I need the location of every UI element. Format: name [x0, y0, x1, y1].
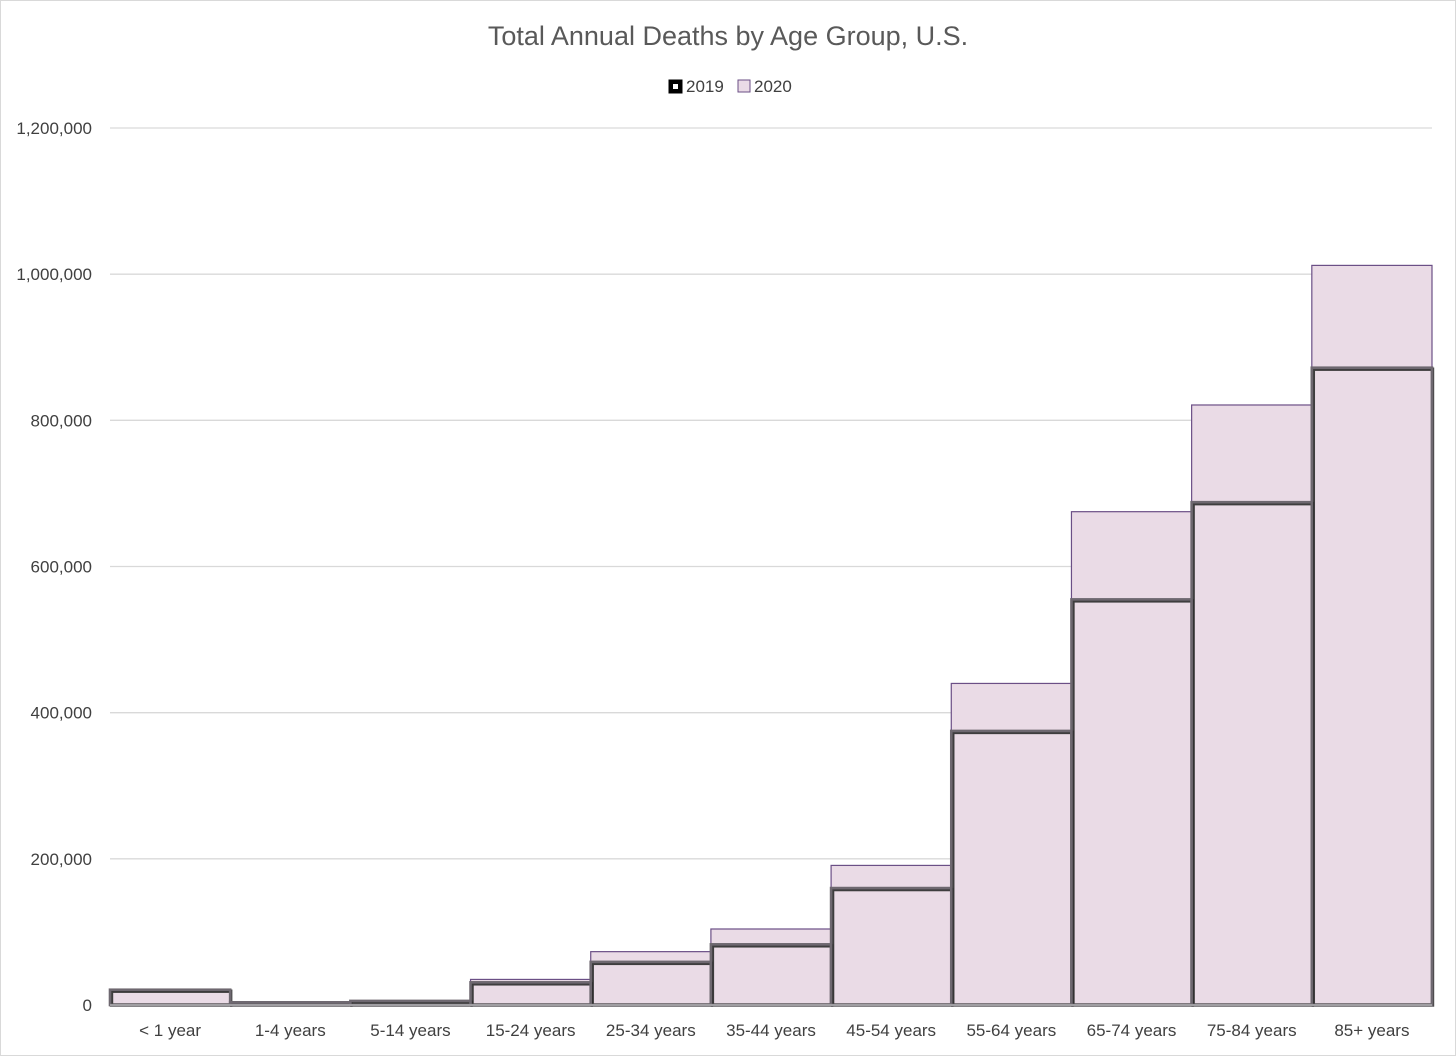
- y-tick-label: 400,000: [31, 704, 92, 723]
- x-tick-label: 45-54 years: [846, 1021, 936, 1040]
- y-tick-label: 1,000,000: [16, 265, 92, 284]
- legend-swatch-2020: [737, 79, 751, 93]
- legend-label-2019: 2019: [686, 77, 724, 96]
- x-tick-label: 5-14 years: [370, 1021, 450, 1040]
- y-tick-label: 0: [83, 996, 92, 1015]
- x-axis-tick-labels: < 1 year 1-4 years 5-14 years 15-24 years 25…: [110, 1004, 1432, 1040]
- x-tick-label: 65-74 years: [1087, 1021, 1177, 1040]
- series-2020-bars: [109, 264, 1433, 1006]
- x-tick-label: 75-84 years: [1207, 1021, 1297, 1040]
- x-tick-label: 1-4 years: [255, 1021, 326, 1040]
- y-tick-label: 600,000: [31, 558, 92, 577]
- bar-2020-25-34-years: [590, 951, 712, 1006]
- y-tick-label: 1,200,000: [16, 119, 92, 138]
- y-tick-label: 200,000: [31, 850, 92, 869]
- bar-2020-45-54-years: [830, 864, 952, 1006]
- bar-2020-65-74-years: [1070, 511, 1193, 1006]
- bar-2020-85-years: [1311, 264, 1433, 1006]
- bar-2020-35-44-years: [710, 928, 832, 1006]
- bar-2020-55-64-years: [950, 682, 1073, 1006]
- x-tick-label: 15-24 years: [486, 1021, 576, 1040]
- chart-title: Total Annual Deaths by Age Group, U.S.: [488, 21, 968, 51]
- x-tick-label: 85+ years: [1334, 1021, 1409, 1040]
- legend-swatch-2019-inner: [673, 84, 678, 89]
- x-tick-label: 35-44 years: [726, 1021, 816, 1040]
- x-tick-label: 25-34 years: [606, 1021, 696, 1040]
- x-tick-label: < 1 year: [139, 1021, 201, 1040]
- legend: 2019 2020: [668, 77, 792, 96]
- x-tick-label: 55-64 years: [966, 1021, 1056, 1040]
- y-axis-tick-labels: 0 200,000 400,000 600,000 800,000 1,000,000 1,…: [16, 119, 92, 1015]
- legend-label-2020: 2020: [754, 77, 792, 96]
- y-tick-label: 800,000: [31, 411, 92, 430]
- bar-2020-75-84-years: [1191, 404, 1313, 1006]
